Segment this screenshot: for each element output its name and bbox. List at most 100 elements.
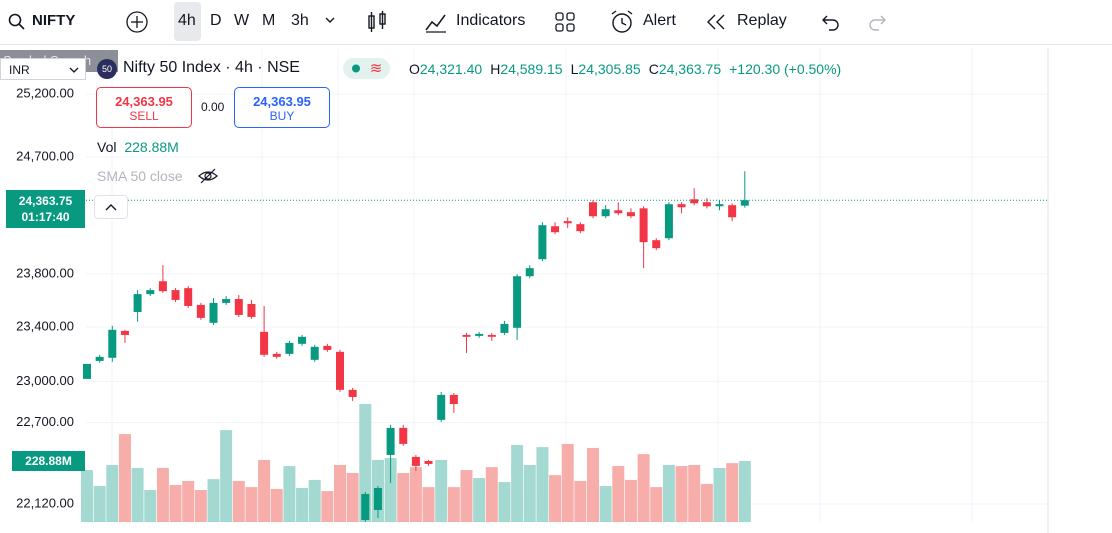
candle-body: [563, 221, 572, 224]
volume-bar: [194, 490, 207, 522]
ohlc-value: 24,589.15: [500, 61, 563, 77]
price-tag-value: 24,363.75: [18, 194, 73, 208]
candle-body: [108, 329, 117, 358]
volume-bar: [359, 404, 372, 522]
status-pill[interactable]: ≋: [343, 58, 390, 79]
volume-bar: [662, 464, 675, 522]
sma-legend[interactable]: SMA 50 close: [97, 168, 183, 184]
status-icons: ≋: [352, 60, 383, 77]
undo[interactable]: [820, 12, 842, 32]
volume-bar: [220, 430, 233, 522]
volume-bar: [549, 475, 562, 522]
volume-bar: [561, 443, 574, 522]
candle-body: [487, 334, 496, 337]
buy-button[interactable]: 24,363.95 BUY: [234, 87, 330, 128]
buy-price: 24,363.95: [253, 94, 311, 109]
candle-body: [184, 288, 193, 306]
indicators-button[interactable]: Indicators: [456, 12, 526, 29]
volume-bar: [245, 487, 258, 522]
volume-bar: [144, 490, 157, 522]
volume-bar: [270, 488, 283, 522]
volume-bar: [726, 463, 739, 522]
interval-menu[interactable]: [324, 16, 336, 26]
candle-body: [728, 205, 737, 218]
candle-body: [626, 212, 635, 217]
volume-bar: [232, 480, 245, 522]
volume-bar: [511, 445, 524, 522]
vol-value: 228.88M: [124, 139, 179, 155]
volume-bar: [409, 467, 422, 522]
volume-bar: [283, 466, 296, 522]
volume-tag: 228.88M: [12, 451, 85, 472]
candle-body: [411, 456, 420, 466]
interval[interactable]: 3h: [291, 12, 309, 29]
ohlc-value: 24,305.85: [578, 61, 641, 77]
candle-body: [690, 199, 699, 204]
candle-body: [83, 363, 91, 379]
currency: INR: [9, 63, 30, 77]
spread: 0.00: [201, 100, 225, 114]
candle-body: [373, 488, 382, 511]
symbol-badge: 50: [97, 59, 117, 79]
search-icon[interactable]: [8, 13, 26, 31]
candle-body: [475, 333, 484, 336]
candle-body: [513, 276, 522, 328]
candle-body: [639, 208, 648, 243]
chart-type-icon[interactable]: [366, 10, 388, 34]
interval[interactable]: D: [210, 12, 222, 29]
volume-bar: [156, 467, 169, 522]
volume-bar: [384, 458, 397, 522]
volume-bar: [536, 447, 549, 522]
candle-body: [146, 290, 155, 295]
indicators-icon[interactable]: [424, 10, 448, 34]
y-tick-label: 22,700.00: [16, 414, 74, 429]
candle-body: [310, 346, 319, 360]
replay-icon[interactable]: [704, 12, 728, 32]
volume-bar: [485, 467, 498, 522]
candle-body: [437, 394, 446, 420]
candle-body: [348, 389, 357, 397]
alert-button[interactable]: Alert: [643, 12, 676, 29]
svg-text:≋: ≋: [370, 60, 383, 77]
candle-body: [336, 351, 344, 390]
interval[interactable]: 4h: [178, 12, 196, 29]
candle-body: [462, 334, 471, 337]
volume-bar: [612, 466, 625, 522]
interval[interactable]: M: [262, 12, 276, 29]
alert-icon[interactable]: [609, 9, 635, 35]
symbol[interactable]: NIFTY: [32, 12, 76, 29]
sell-button[interactable]: 24,363.95 SELL: [96, 87, 192, 128]
replay-button[interactable]: Replay: [737, 12, 787, 29]
y-tick-label: 24,700.00: [16, 149, 74, 164]
volume-bar: [599, 486, 612, 522]
redo: [869, 15, 886, 31]
change: +120.30 (+0.50%): [729, 61, 842, 77]
candle-body: [234, 299, 243, 315]
currency-select[interactable]: INR: [0, 58, 86, 80]
legend-title[interactable]: Nifty 50 Index · 4h · NSE: [123, 59, 300, 76]
volume-bar: [574, 480, 587, 522]
add-symbol[interactable]: [125, 10, 149, 34]
volume-bar: [258, 459, 271, 522]
candle-body: [272, 353, 281, 357]
interval[interactable]: W: [234, 12, 250, 29]
candle-body: [222, 299, 231, 303]
chevron-up: [105, 204, 117, 211]
candle-body: [652, 240, 661, 249]
layout-icon[interactable]: [554, 11, 576, 33]
hidden-icon[interactable]: [197, 167, 219, 185]
candle-body: [500, 323, 509, 333]
volume-bar: [169, 484, 182, 522]
volume-bar: [587, 447, 599, 522]
candle-body: [601, 209, 610, 217]
y-tick-label: 23,000.00: [16, 373, 74, 388]
collapse-legend[interactable]: [94, 195, 128, 219]
candle-body: [158, 281, 167, 292]
candle-body: [133, 294, 142, 312]
candle-body: [715, 204, 724, 207]
candle-body: [399, 427, 408, 444]
chevron: [69, 67, 79, 73]
volume-bar: [473, 478, 486, 522]
volume-bar: [523, 464, 536, 522]
candle-body: [614, 210, 623, 214]
